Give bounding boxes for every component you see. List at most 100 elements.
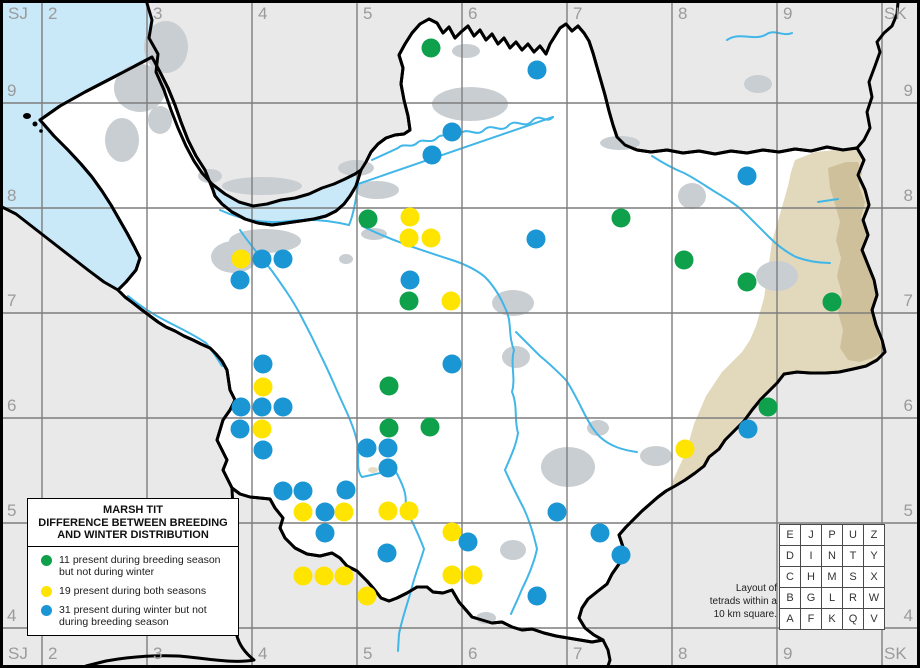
record-dot-yellow <box>357 586 377 606</box>
record-dot-blue <box>422 145 442 165</box>
grid-label-top-4: 4 <box>258 4 268 23</box>
tetrad-cell-I: I <box>801 546 822 567</box>
tetrad-cell-X: X <box>864 567 885 588</box>
coast-north-shore <box>144 0 363 208</box>
grid-label-left-8: 8 <box>7 186 17 205</box>
grid-label-top-9: 9 <box>783 4 793 23</box>
record-dot-yellow <box>442 565 462 585</box>
record-dot-yellow <box>463 565 483 585</box>
grid-label-right-6: 6 <box>903 396 913 415</box>
tetrad-caption-line: tetrads within a <box>709 596 777 607</box>
blue-dot-icon <box>41 604 52 616</box>
tetrad-cell-T: T <box>843 546 864 567</box>
grid-label-bottom-6: 6 <box>468 644 478 663</box>
record-dot-yellow <box>334 566 354 586</box>
tetrad-cell-N: N <box>822 546 843 567</box>
legend-item-label: 19 present during both seasons <box>59 584 207 597</box>
tetrad-cell-V: V <box>864 609 885 630</box>
grid-label-right-7: 7 <box>903 291 913 310</box>
record-dot-yellow <box>293 502 313 522</box>
record-dot-blue <box>442 122 462 142</box>
tetrad-cell-E: E <box>780 525 801 546</box>
record-dot-blue <box>315 502 335 522</box>
tetrad-cell-Z: Z <box>864 525 885 546</box>
grid-label-top-8: 8 <box>678 4 688 23</box>
grid-label-bottom-9: 9 <box>783 644 793 663</box>
tetrad-cell-H: H <box>801 567 822 588</box>
record-dot-blue <box>230 419 250 439</box>
tetrad-cell-J: J <box>801 525 822 546</box>
record-dot-yellow <box>441 291 461 311</box>
record-dot-green <box>611 208 631 228</box>
record-dot-blue <box>400 270 420 290</box>
sea-estuary <box>0 0 361 290</box>
record-dot-yellow <box>400 207 420 227</box>
tetrad-cell-U: U <box>843 525 864 546</box>
grid-label-right-8: 8 <box>903 186 913 205</box>
record-dot-blue <box>611 545 631 565</box>
tetrad-cell-P: P <box>822 525 843 546</box>
upland-patch-small <box>368 467 378 473</box>
record-dot-yellow <box>399 228 419 248</box>
record-dot-blue <box>527 60 547 80</box>
coast-welsh-shore <box>0 204 120 292</box>
record-dot-blue <box>737 166 757 186</box>
tetrad-cell-Q: Q <box>843 609 864 630</box>
green-dot-icon <box>41 554 52 566</box>
grid-label-bottom-SK: SK <box>884 644 907 663</box>
river-ne-small <box>726 31 793 41</box>
record-dot-yellow <box>675 439 695 459</box>
record-dot-green <box>737 272 757 292</box>
tetrad-cell-S: S <box>843 567 864 588</box>
grid-label-bottom-8: 8 <box>678 644 688 663</box>
record-dot-blue <box>252 249 272 269</box>
record-dot-green <box>399 291 419 311</box>
record-dots <box>230 38 842 606</box>
record-dot-blue <box>253 440 273 460</box>
grid-label-left-4: 4 <box>7 606 17 625</box>
legend-title-line: AND WINTER DISTRIBUTION <box>57 529 209 541</box>
record-dot-blue <box>590 523 610 543</box>
grid-label-bottom-3: 3 <box>153 644 163 663</box>
boundary-ne-panhandle <box>855 0 900 150</box>
legend-item-blue: 31 present during winter but not during b… <box>32 604 234 628</box>
yellow-dot-icon <box>41 585 52 597</box>
tetrad-cell-A: A <box>780 609 801 630</box>
tetrad-cell-G: G <box>801 588 822 609</box>
tetrad-cell-M: M <box>822 567 843 588</box>
legend-item-yellow: 19 present during both seasons <box>32 585 234 597</box>
record-dot-yellow <box>334 502 354 522</box>
tetrad-cell-K: K <box>822 609 843 630</box>
record-dot-green <box>379 376 399 396</box>
tetrad-cell-C: C <box>780 567 801 588</box>
grid-label-left-5: 5 <box>7 501 17 520</box>
record-dot-blue <box>253 354 273 374</box>
grid-label-bottom-7: 7 <box>573 644 583 663</box>
record-dot-blue <box>293 481 313 501</box>
grid-label-top-3: 3 <box>153 4 163 23</box>
record-dot-yellow <box>314 566 334 586</box>
grid-label-right-5: 5 <box>903 501 913 520</box>
record-dot-green <box>822 292 842 312</box>
legend-title-line: DIFFERENCE BETWEEN BREEDING <box>38 516 228 529</box>
record-dot-yellow <box>253 377 273 397</box>
record-dot-green <box>421 38 441 58</box>
record-dot-green <box>379 418 399 438</box>
river-weaver-upper <box>361 225 520 471</box>
record-dot-blue <box>378 438 398 458</box>
urban-areas <box>105 21 798 624</box>
record-dot-yellow <box>421 228 441 248</box>
record-dot-blue <box>527 586 547 606</box>
boundary-south-spur <box>601 638 612 668</box>
upland-dark <box>828 162 883 362</box>
river-goyt <box>817 198 839 203</box>
grid-label-top-6: 6 <box>468 4 478 23</box>
grid-label-bottom-4: 4 <box>258 644 268 663</box>
legend-items: 11 present during breeding season but not… <box>28 547 238 628</box>
tetrad-cell-R: R <box>843 588 864 609</box>
river-mersey <box>371 116 554 161</box>
tetrad-cell-L: L <box>822 588 843 609</box>
